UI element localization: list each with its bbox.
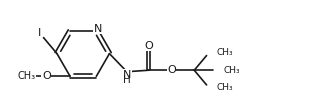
- Text: CH₃: CH₃: [18, 71, 36, 81]
- Text: N: N: [123, 70, 132, 80]
- Text: CH₃: CH₃: [217, 48, 234, 57]
- Text: N: N: [94, 24, 102, 34]
- Text: O: O: [167, 65, 176, 75]
- Text: O: O: [42, 71, 51, 81]
- Text: O: O: [144, 41, 153, 51]
- Text: H: H: [124, 75, 131, 85]
- Text: CH₃: CH₃: [217, 83, 234, 92]
- Text: I: I: [38, 28, 41, 38]
- Text: CH₃: CH₃: [224, 66, 240, 75]
